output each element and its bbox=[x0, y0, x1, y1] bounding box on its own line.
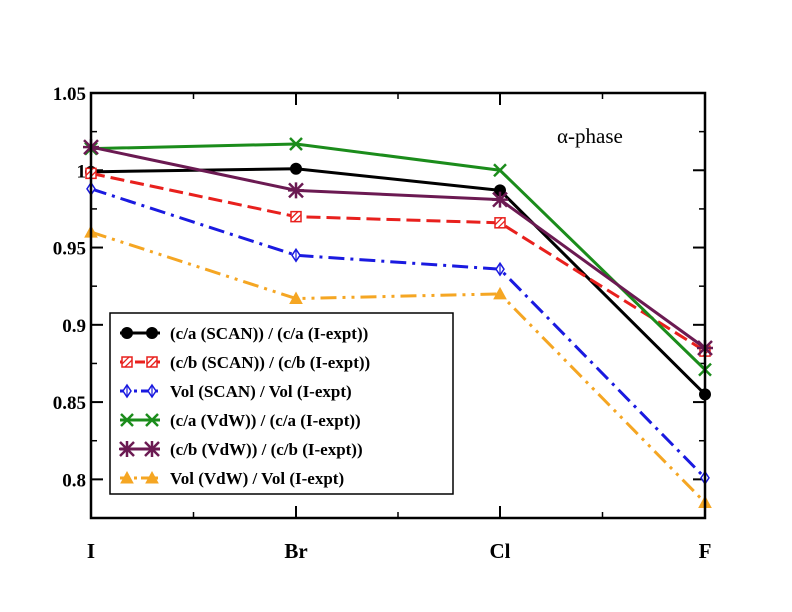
data-point-marker bbox=[146, 356, 158, 368]
data-point-marker bbox=[290, 210, 302, 223]
data-point-marker bbox=[147, 383, 157, 399]
legend-label: Vol (SCAN) / Vol (I-expt) bbox=[170, 382, 352, 401]
data-point-marker bbox=[120, 413, 134, 427]
series-line bbox=[90, 171, 706, 353]
series-line bbox=[90, 145, 706, 350]
data-point-marker bbox=[120, 470, 134, 484]
y-tick-label: 0.95 bbox=[53, 239, 86, 260]
data-point-marker bbox=[146, 327, 158, 339]
series-line bbox=[90, 230, 707, 504]
series-line bbox=[90, 167, 707, 396]
data-point-marker bbox=[145, 470, 159, 484]
data-point-marker bbox=[493, 286, 507, 300]
data-point-marker bbox=[289, 137, 303, 151]
legend: (c/a (SCAN)) / (c/a (I-expt)) (c/b (SCAN)… bbox=[109, 312, 454, 495]
legend-entry: Vol (VdW) / Vol (I-expt) bbox=[120, 469, 344, 488]
legend-entry: Vol (SCAN) / Vol (I-expt) bbox=[120, 382, 352, 401]
legend-entry: (c/a (VdW)) / (c/a (I-expt)) bbox=[120, 411, 361, 430]
y-tick-label: 1.05 bbox=[53, 84, 86, 105]
x-tick-label: Br bbox=[284, 539, 307, 563]
data-point-marker bbox=[121, 327, 133, 339]
data-point-marker bbox=[495, 261, 505, 277]
data-point-marker bbox=[493, 163, 507, 178]
plot-frame bbox=[89, 91, 707, 520]
series-layer bbox=[83, 137, 713, 509]
legend-label: Vol (VdW) / Vol (I-expt) bbox=[170, 469, 344, 488]
x-tick-label: F bbox=[699, 539, 712, 563]
data-point-marker bbox=[144, 441, 160, 457]
series-line bbox=[90, 142, 707, 371]
y-tick-labels: 0.8 0.85 0.9 0.95 1 1.05 bbox=[53, 84, 86, 491]
legend-entry: (c/b (SCAN)) / (c/b (I-expt)) bbox=[120, 353, 370, 372]
phase-annotation: α-phase bbox=[557, 124, 623, 148]
data-point-marker bbox=[289, 291, 303, 305]
y-tick-label: 0.85 bbox=[53, 393, 86, 414]
legend-box bbox=[109, 312, 454, 495]
y-tick-label: 0.9 bbox=[62, 316, 86, 337]
x-tick-label: Cl bbox=[490, 539, 511, 563]
data-point-marker bbox=[121, 356, 133, 368]
series-line bbox=[90, 187, 707, 479]
data-point-marker bbox=[288, 182, 304, 199]
legend-label: (c/a (VdW)) / (c/a (I-expt)) bbox=[170, 411, 361, 430]
y-tick-label: 1 bbox=[77, 161, 87, 182]
data-point-marker bbox=[290, 162, 302, 175]
x-tick-label: I bbox=[87, 539, 95, 563]
series-6 bbox=[84, 225, 712, 509]
data-point-marker bbox=[291, 247, 301, 263]
data-point-marker bbox=[145, 413, 159, 427]
y-tick-label: 0.8 bbox=[62, 470, 86, 491]
data-point-marker bbox=[119, 441, 135, 457]
legend-label: (c/b (SCAN)) / (c/b (I-expt)) bbox=[170, 353, 370, 372]
data-point-marker bbox=[122, 383, 132, 399]
x-tick-labels: I Br Cl F bbox=[87, 539, 712, 563]
legend-entry: (c/b (VdW)) / (c/b (I-expt)) bbox=[119, 440, 363, 459]
legend-entry: (c/a (SCAN)) / (c/a (I-expt)) bbox=[120, 324, 368, 343]
data-point-marker bbox=[492, 191, 508, 208]
legend-label: (c/a (SCAN)) / (c/a (I-expt)) bbox=[170, 324, 368, 343]
legend-label: (c/b (VdW)) / (c/b (I-expt)) bbox=[170, 440, 363, 459]
data-point-marker bbox=[494, 217, 506, 229]
